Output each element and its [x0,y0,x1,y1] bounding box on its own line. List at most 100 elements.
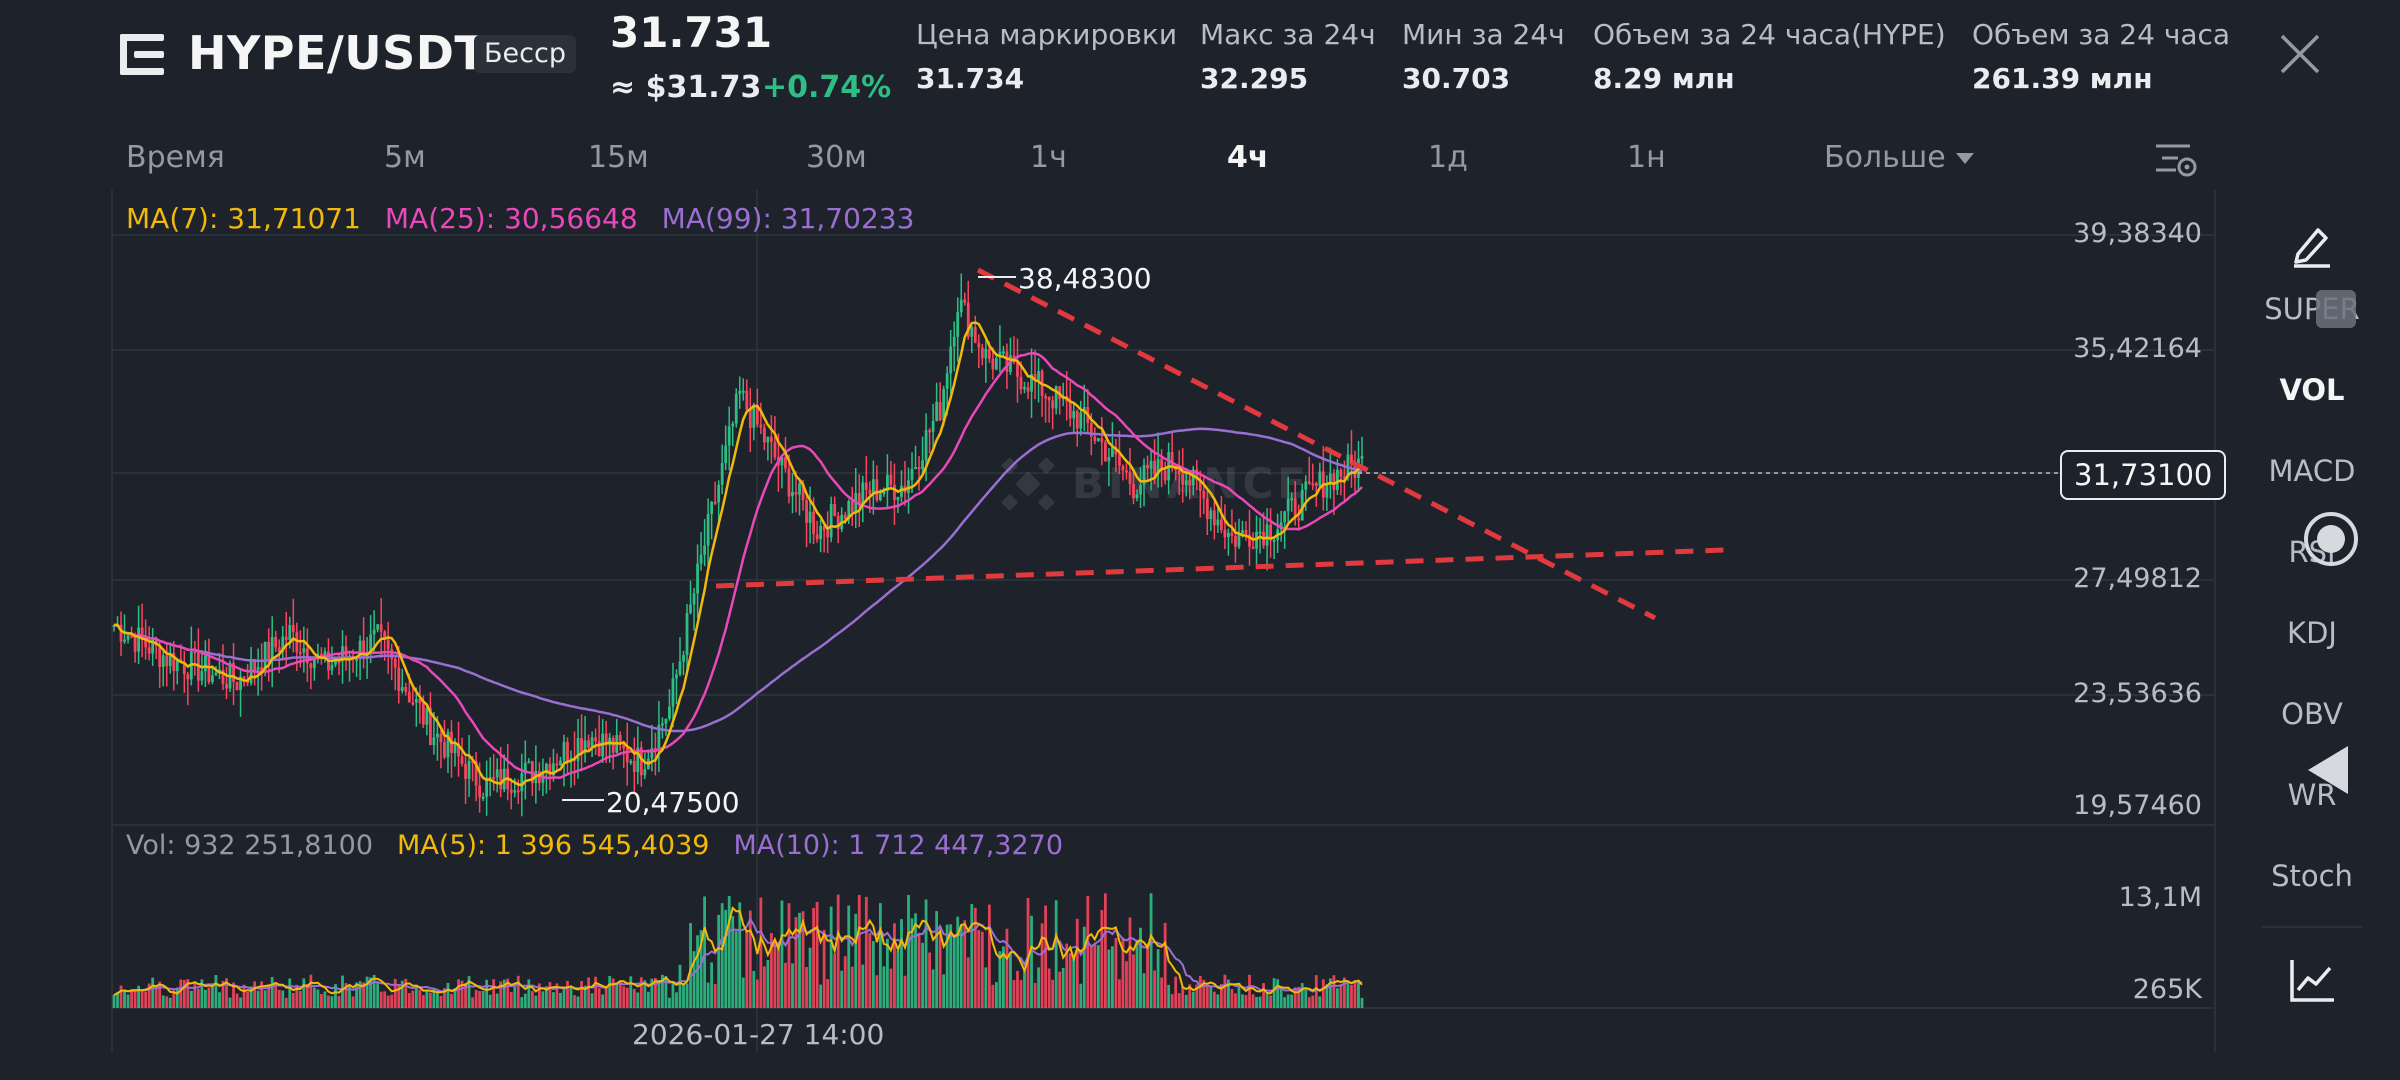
volume-bar [358,981,362,1008]
pair-title[interactable]: HYPE/USDT [188,26,487,80]
volume-bar [1290,994,1294,1008]
volume-bar [1026,898,1030,1008]
volume-bar [351,996,355,1008]
candle-body [900,485,903,497]
volume-axis-tick: 265K [2132,974,2202,1005]
volume-bar [1023,968,1026,1008]
candle-body [1149,460,1153,469]
tab-30m[interactable]: 30м [806,140,867,175]
volume-bar [882,966,886,1008]
volume-bar [864,896,868,1008]
candle-body [604,733,608,746]
volume-bar [365,976,369,1008]
draw-tool-icon[interactable] [2288,222,2336,268]
assistive-touch-icon[interactable] [2304,512,2358,566]
volume-bar [428,992,432,1008]
volume-bar [1044,905,1048,1008]
candle-body [787,468,791,497]
tab-time[interactable]: Время [126,140,225,175]
candle-body [668,706,671,719]
candle-body [277,647,281,652]
tab-1d[interactable]: 1д [1428,140,1468,175]
candle-body [1170,452,1174,468]
candle-body [1314,483,1318,486]
volume-bar [682,984,685,1008]
candle-body [956,312,960,337]
tab-5m[interactable]: 5м [384,140,426,175]
candle-body [1241,530,1244,534]
candle-body [400,687,404,691]
candle-body [1307,481,1311,484]
candle-body [1248,534,1251,547]
volume-bar [123,989,126,1008]
candle-body [808,511,812,523]
candle-body [369,634,373,653]
candle-body [309,663,313,669]
volume-bar [225,978,228,1008]
more-intervals-dropdown[interactable]: Больше [1824,140,1974,175]
tab-15m[interactable]: 15м [588,140,649,175]
candle-body [632,760,636,772]
candle-body [492,777,496,780]
volume-bar [639,977,643,1008]
close-icon[interactable] [2276,30,2324,78]
volume-bar [154,988,158,1008]
candle-body [907,480,910,493]
volume-bar [734,931,738,1008]
candle-body [886,474,889,491]
indicator-obv[interactable]: OBV [2281,697,2343,731]
volume-bar [1086,895,1090,1008]
candle-body [801,483,805,501]
volume-bar [678,964,682,1008]
volume-bar [1040,923,1044,1008]
volume-bar [1163,922,1167,1008]
candle-body [1093,436,1097,441]
volume-bar [1012,980,1016,1008]
candle-body [952,336,956,347]
volume-bar [393,978,397,1008]
candle-body [1219,519,1223,531]
volume-bar [945,924,949,1008]
tab-1w[interactable]: 1н [1627,140,1666,175]
candle-body [935,401,939,421]
volume-bar [1033,982,1037,1008]
menu-icon[interactable] [120,32,168,78]
chart-settings-icon[interactable] [2154,140,2198,180]
indicator-kdj[interactable]: KDJ [2287,616,2337,650]
stat-mark-price-value: 31.734 [916,62,1025,95]
candle-body [871,479,875,495]
volume-bar [840,970,844,1008]
collapse-arrow-icon[interactable] [2308,746,2348,794]
volume-bar [601,994,605,1008]
candle-body [1237,533,1241,547]
volume-bar [629,976,633,1008]
volume-bar [1184,994,1188,1008]
volume-bar [661,974,664,1008]
volume-bar [706,982,710,1008]
tab-1h[interactable]: 1ч [1030,140,1067,175]
candle-body [791,491,794,497]
tab-4h[interactable]: 4ч [1227,140,1269,175]
candle-body [1135,494,1139,499]
candle-body [239,676,242,691]
volume-bar [253,981,257,1008]
candle-body [1188,480,1192,486]
volume-bar [815,901,819,1008]
indicator-vol[interactable]: VOL [2279,373,2345,407]
volume-bar [330,996,334,1008]
chart-type-icon[interactable] [2288,958,2336,1004]
indicator-stoch[interactable]: Stoch [2271,859,2353,893]
candle-body [1293,498,1297,519]
candle-body [305,648,309,664]
indicator-macd[interactable]: MACD [2268,454,2356,488]
candle-body [745,390,749,410]
candle-body [682,654,685,662]
candle-body [984,349,988,359]
candle-body [928,430,931,433]
candle-body [545,763,548,774]
candle-body [910,468,914,481]
volume-bar [886,938,889,1008]
volume-bar [147,983,151,1008]
candle-body [762,427,766,443]
